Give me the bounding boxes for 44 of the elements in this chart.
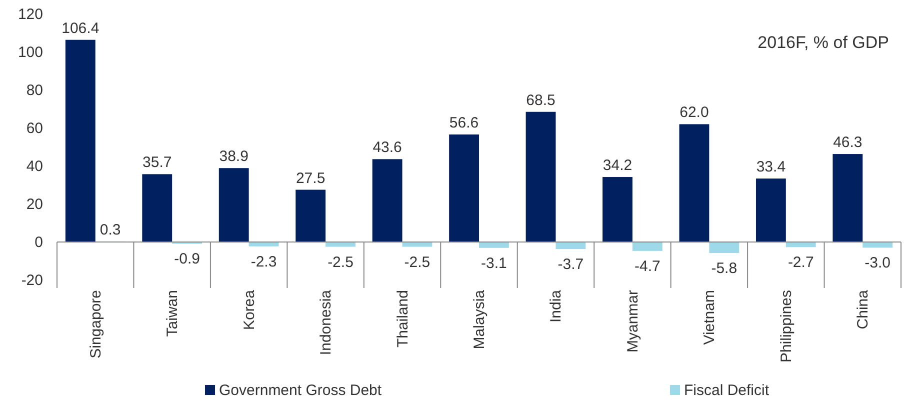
legend-label: Fiscal Deficit [684,382,770,399]
data-label: -2.3 [250,253,277,270]
y-tick-label: 80 [26,82,43,99]
x-tick-label: China [854,289,872,330]
x-tick-label: Vietnam [701,290,718,345]
data-label: 0.3 [100,221,121,238]
y-tick-label: 20 [26,196,43,213]
data-label: -0.9 [174,250,200,268]
x-tick-label: Malaysia [471,289,488,350]
y-tick-label: 40 [26,158,43,175]
y-tick-label: 0 [34,234,43,251]
y-tick-label: 60 [26,120,43,137]
y-tick-label: 120 [18,6,43,23]
data-label: 43.6 [372,139,402,156]
y-tick-label: 100 [18,44,43,61]
data-label: 106.4 [62,20,100,37]
data-label: 62.0 [680,104,709,122]
x-tick-label: Indonesia [318,289,335,356]
data-label: 46.3 [833,134,862,152]
data-label: 68.5 [526,92,556,109]
data-label: -2.7 [788,254,814,272]
data-label: 27.5 [296,170,326,187]
x-tick-label: Philippines [778,290,795,363]
data-label: -2.5 [404,254,430,271]
annotation: 2016F, % of GDP [758,33,889,52]
data-label: 35.7 [142,154,172,172]
data-label: 56.6 [449,114,479,132]
legend-label: Government Gross Debt [219,382,382,399]
data-label: -2.5 [328,254,354,271]
x-tick-label: India [548,289,565,323]
data-label: 34.2 [602,157,632,174]
x-tick-label: Singapore [87,290,104,358]
data-label: -3.0 [864,254,891,272]
x-tick-label: Myanmar [624,290,642,353]
data-label: 38.9 [219,148,248,166]
x-tick-label: Taiwan [164,290,182,337]
x-tick-label: Thailand [394,290,412,348]
data-label: 33.4 [756,158,786,176]
data-label: -4.7 [634,258,660,275]
data-label: -5.8 [711,260,738,278]
x-tick-label: Korea [240,289,258,330]
y-tick-label: -20 [21,272,43,289]
data-label: -3.7 [558,256,584,274]
data-label: -3.1 [481,254,507,272]
